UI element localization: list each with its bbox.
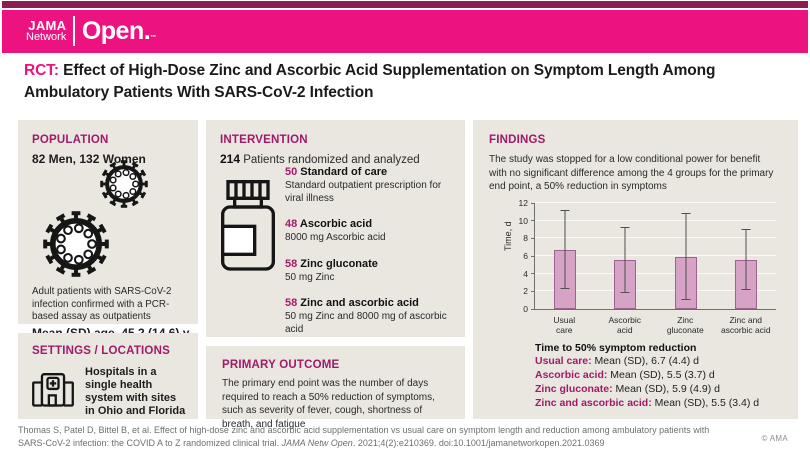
results-block: Time to 50% symptom reduction Usual care… (535, 342, 759, 410)
y-tick-label: 10 (518, 215, 528, 226)
group-name: Standard of care (297, 166, 388, 178)
virus-icon (36, 204, 116, 289)
result-usual-care: Usual care: Mean (SD), 6.7 (4.4) d (535, 355, 699, 367)
group-n: 50 (285, 166, 298, 178)
error-cap-bottom-0 (560, 287, 570, 289)
top-accent-bar (2, 1, 808, 8)
group-zinc-and-ascorbic-acid: 58 Zinc and ascorbic acid 50 mg Zinc and… (285, 293, 457, 336)
y-tick-label: 4 (523, 268, 528, 279)
error-bar-2 (685, 213, 687, 301)
results-heading: Time to 50% symptom reduction (535, 342, 697, 354)
error-cap-top-3 (741, 229, 751, 231)
error-cap-top-0 (560, 209, 570, 211)
error-cap-bottom-2 (681, 299, 691, 301)
category-label: Zinc and ascorbic acid (720, 315, 771, 336)
network-text: Network (26, 31, 67, 43)
gridline (535, 219, 776, 221)
rct-tag: RCT: (24, 62, 59, 79)
primary-outcome-text: The primary end point was the number of … (222, 378, 435, 430)
pill-bottle-icon (218, 164, 278, 291)
group-name: Zinc gluconate (297, 257, 378, 270)
category-label: Zinc gluconate (666, 315, 704, 336)
error-cap-bottom-3 (741, 289, 751, 291)
error-cap-bottom-1 (620, 292, 630, 294)
group-standard-of-care: 50 Standard of care Standard outpatient … (285, 162, 457, 205)
bar-chart-plot: 0 2 4 6 8 10 12 (519, 198, 776, 314)
category-label: Ascorbic acid (608, 315, 642, 336)
y-tick-mark (531, 237, 535, 239)
y-tick-mark (531, 308, 535, 310)
y-tick-mark (531, 255, 535, 257)
error-cap-top-1 (620, 226, 630, 228)
group-zinc-gluconate: 58 Zinc gluconate 50 mg Zinc (285, 254, 457, 285)
y-tick-label: 2 (523, 286, 528, 297)
population-demographics: 82 Men, 132 Women (32, 152, 146, 166)
group-n: 58 (285, 297, 298, 309)
group-desc: 8000 mg Ascorbic acid (285, 232, 386, 243)
result-ascorbic-acid: Ascorbic acid: Mean (SD), 5.5 (3.7) d (535, 368, 715, 381)
header-gap (2, 8, 808, 10)
error-bar-0 (564, 210, 566, 289)
group-name: Ascorbic acid (297, 218, 373, 230)
gridline (535, 255, 776, 256)
error-bar-3 (745, 230, 747, 291)
group-ascorbic-acid: 48 Ascorbic acid 8000 mg Ascorbic acid (285, 214, 457, 245)
journal-name: JAMA Netw Open (281, 438, 353, 449)
population-heading: POPULATION (32, 134, 109, 146)
group-n: 48 (285, 218, 298, 230)
title-text: Effect of High-Dose Zinc and Ascorbic Ac… (24, 62, 716, 101)
gridline (535, 202, 776, 203)
trademark-symbol: ™ (150, 34, 156, 41)
jama-text: JAMA (28, 18, 67, 33)
group-n: 58 (285, 257, 298, 270)
group-desc: 50 mg Zinc and 8000 mg of ascorbic acid (285, 311, 447, 335)
intervention-groups: 50 Standard of care Standard outpatient … (285, 162, 457, 345)
primary-outcome-panel: PRIMARY OUTCOME The primary end point wa… (206, 346, 465, 430)
settings-panel: SETTINGS / LOCATIONS Hospitals in a sing… (18, 333, 198, 419)
patient-count: 214 (220, 152, 241, 166)
brand-band: JAMA Network Open.™ (2, 10, 808, 53)
intervention-panel: INTERVENTION 214 Patients randomized and… (206, 120, 465, 337)
y-tick-mark (531, 290, 535, 292)
settings-text: Hospitals in a single health system with… (85, 366, 186, 417)
bar-chart-categories: Usual care Ascorbic acid Zinc gluconate Zin… (534, 315, 776, 335)
group-name: Zinc and ascorbic acid (297, 297, 419, 309)
result-zinc-gluconate: Zinc gluconate: Mean (SD), 5.9 (4.9) d (535, 382, 720, 395)
error-cap-top-2 (681, 212, 691, 214)
y-tick-label: 0 (523, 304, 528, 314)
group-desc: Standard outpatient prescription for vir… (285, 180, 442, 204)
jama-network-wordmark: JAMA Network (26, 19, 66, 43)
result-zinc-and-ascorbic-acid: Zinc and ascorbic acid: Mean (SD), 5.5 (… (535, 396, 760, 409)
y-axis-label: Time, d (503, 221, 513, 251)
findings-heading: FINDINGS (489, 134, 546, 146)
page-title: RCT: Effect of High-Dose Zinc and Ascorb… (24, 60, 799, 104)
population-panel: POPULATION 82 Men, 132 Women Adult patie… (18, 120, 198, 340)
settings-heading: SETTINGS / LOCATIONS (32, 345, 170, 357)
open-wordmark: Open.™ (81, 16, 156, 45)
y-tick-label: 12 (518, 198, 528, 208)
findings-panel: FINDINGS The study was stopped for a low… (473, 120, 798, 419)
intervention-count-line: 214 Patients randomized and analyzed (220, 152, 420, 166)
citation: Thomas S, Patel D, Bittel B, et al. Effe… (18, 425, 710, 449)
gridline (535, 290, 776, 292)
group-desc: 50 mg Zinc (285, 271, 335, 283)
hospital-icon (30, 365, 76, 418)
findings-summary: The study was stopped for a low conditio… (489, 154, 774, 192)
y-tick-label: 8 (523, 233, 528, 244)
y-tick-mark (531, 273, 535, 275)
y-tick-mark (531, 220, 535, 222)
gridline (535, 272, 776, 274)
y-tick-mark (531, 202, 535, 204)
gridline (535, 237, 776, 239)
jama-network-open-logo: JAMA Network Open.™ (26, 16, 156, 46)
intervention-heading: INTERVENTION (220, 134, 308, 146)
primary-outcome-heading: PRIMARY OUTCOME (222, 359, 340, 371)
logo-divider (73, 16, 75, 46)
error-bar-1 (624, 227, 626, 294)
category-label: Usual care (553, 315, 576, 336)
copyright-notice: © AMA (761, 434, 788, 443)
y-tick-label: 6 (523, 251, 528, 261)
